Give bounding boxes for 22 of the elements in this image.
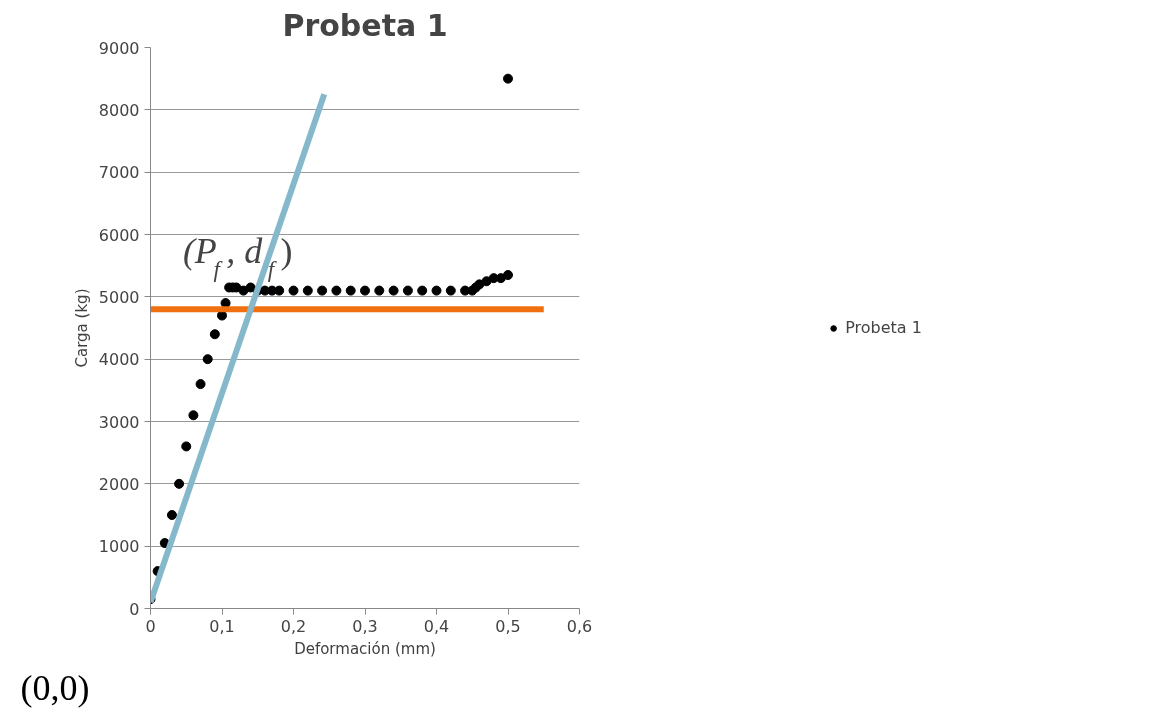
x-tick-label: 0,6 (566, 616, 593, 636)
y-tick-label: 5000 (98, 287, 140, 307)
x-tick-label: 0,2 (280, 616, 307, 636)
y-tick-label: 7000 (98, 163, 140, 183)
y-tick-label: 0 (129, 599, 140, 619)
y-tick-label: 9000 (98, 38, 140, 58)
y-axis-title: Carga (kg) (72, 288, 91, 368)
x-tick-label: 0,5 (495, 616, 521, 636)
y-tick-label: 6000 (98, 225, 140, 245)
x-axis-title: Deformación (mm) (294, 639, 436, 658)
x-tick-label: 0,1 (209, 616, 235, 636)
x-tick-label: 0,3 (352, 616, 378, 636)
x-tick-label: 0 (145, 616, 156, 636)
chart-title: Probeta 1 (282, 7, 448, 43)
x-tick-label: 0,4 (423, 616, 450, 636)
y-tick-label: 8000 (98, 100, 140, 120)
text: (0,0) (20, 667, 90, 708)
y-tick-label: 3000 (98, 412, 140, 432)
y-tick-label: 4000 (98, 350, 140, 370)
legend-label: Probeta 1 (845, 318, 922, 337)
y-tick-label: 2000 (98, 474, 140, 494)
y-tick-label: 1000 (98, 537, 140, 557)
